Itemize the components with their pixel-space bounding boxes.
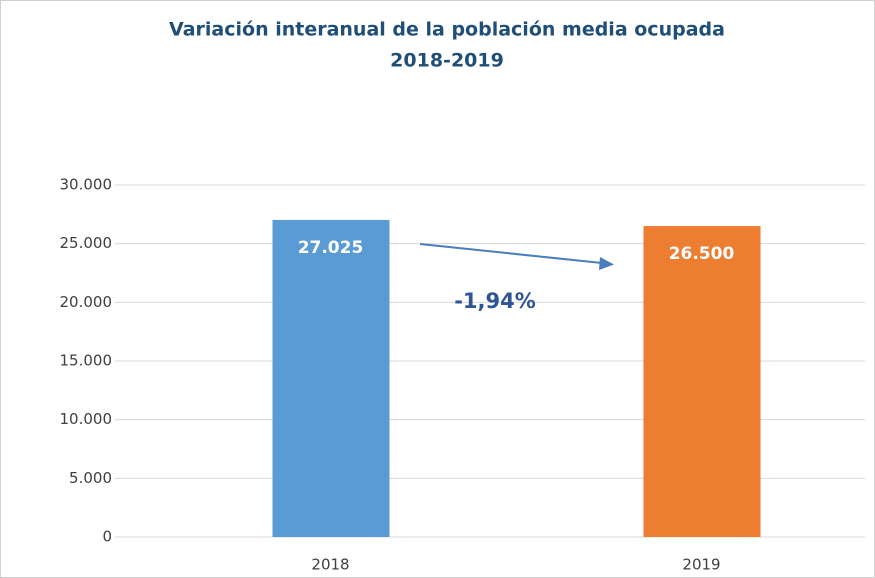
y-tick-label: 25.000 bbox=[60, 234, 113, 252]
y-tick-label: 0 bbox=[102, 528, 112, 546]
x-tick-label: 2019 bbox=[682, 556, 720, 574]
annotation: -1,94% bbox=[454, 289, 536, 313]
chart-subtitle: 2018-2019 bbox=[390, 50, 504, 72]
y-tick-label: 15.000 bbox=[60, 352, 113, 370]
y-tick-label: 30.000 bbox=[60, 176, 113, 194]
bar bbox=[272, 219, 390, 537]
y-tick-label: 5.000 bbox=[69, 469, 112, 487]
x-tick-label: 2018 bbox=[311, 556, 349, 574]
value-label: 26.500 bbox=[669, 244, 735, 264]
bar bbox=[643, 226, 761, 538]
arrow bbox=[419, 243, 603, 264]
chart-title: Variación interanual de la población med… bbox=[169, 19, 725, 41]
value-label: 27.025 bbox=[298, 238, 364, 258]
arrow-head bbox=[599, 257, 614, 270]
y-tick-label: 20.000 bbox=[60, 293, 113, 311]
y-tick-label: 10.000 bbox=[60, 410, 113, 428]
